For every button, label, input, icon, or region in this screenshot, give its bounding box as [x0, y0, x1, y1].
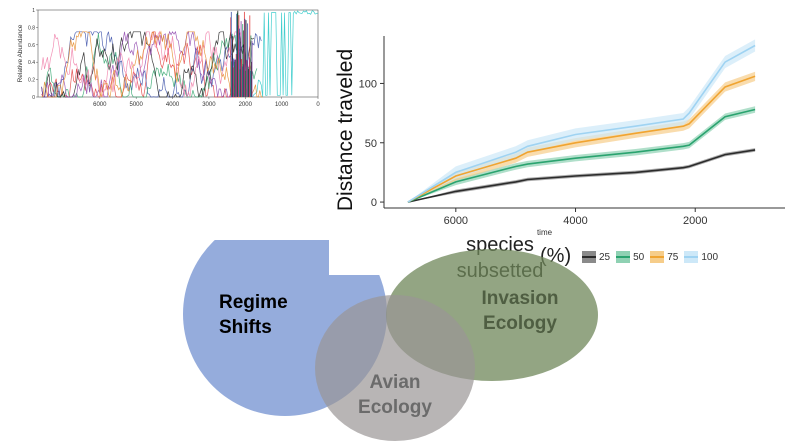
abundance-series-line: [41, 31, 262, 99]
abundance-series-line: [41, 30, 242, 98]
abundance-x-tick-label: 5000: [130, 102, 144, 108]
abundance-y-tick-label: 0.2: [28, 78, 35, 84]
legend-label-100: 100: [701, 251, 719, 263]
abundance-series-line: [41, 30, 263, 98]
legend-item-25: 25: [582, 251, 610, 263]
abundance-x-tick-label: 4000: [166, 102, 180, 108]
legend-label-50: 50: [633, 251, 645, 263]
legend-item-75: 75: [650, 251, 678, 263]
invasion-ecology-label: Invasion Ecology: [481, 288, 559, 334]
distance-y-axis-label: Distance traveled: [334, 49, 357, 211]
abundance-series-line: [252, 10, 319, 98]
legend-item-100: 100: [684, 251, 718, 263]
avian-ecology-label: Avian Ecology: [358, 372, 432, 418]
abundance-y-tick-label: 0.6: [28, 43, 35, 49]
abundance-y-tick-label: 0: [32, 95, 35, 101]
abundance-y-tick-label: 1: [32, 8, 35, 14]
series-line-50: [407, 108, 756, 203]
distance-traveled-chart: 0 50 100 6000 4000 2000 time Distance traveled: [334, 36, 785, 237]
series-band-100: [407, 39, 756, 203]
abundance-x-tick-label: 2000: [239, 102, 253, 108]
distance-y-tick-label: 0: [371, 197, 377, 209]
distance-y-tick-label: 50: [365, 138, 377, 150]
abundance-series-line: [41, 30, 249, 98]
legend-key-100: [684, 251, 699, 263]
legend-label-25: 25: [599, 251, 611, 263]
regime-shifts-label: Regime Shifts: [219, 292, 288, 338]
distance-x-axis-label: time: [537, 228, 553, 237]
abundance-x-tick-label: 3000: [202, 102, 216, 108]
abundance-y-tick-label: 0.4: [28, 60, 35, 66]
series-band-50: [407, 106, 756, 203]
series-line-100: [407, 44, 756, 203]
abundance-y-axis-label: Relative Abundance: [17, 24, 24, 82]
distance-x-tick-label: 4000: [563, 215, 587, 227]
legend: 25 50 75 100: [582, 247, 718, 267]
distance-y-tick-label: 100: [359, 78, 377, 90]
abundance-x-tick-label: 0: [316, 102, 320, 108]
series-line-75: [407, 75, 756, 203]
legend-label-75: 75: [667, 251, 679, 263]
series-line-25: [407, 149, 756, 203]
avian-ecology-circle: [315, 295, 475, 441]
legend-key-75: [650, 251, 665, 263]
abundance-y-tick-label: 0.8: [28, 25, 35, 31]
abundance-series-line: [41, 33, 258, 98]
abundance-x-tick-label: 6000: [93, 102, 107, 108]
venn-diagram: [183, 240, 598, 441]
legend-key-50: [616, 251, 631, 263]
distance-x-tick-label: 6000: [444, 215, 468, 227]
legend-key-25: [582, 251, 596, 263]
legend-item-50: 50: [616, 251, 644, 263]
abundance-x-tick-label: 1000: [275, 102, 289, 108]
relative-abundance-chart: 0 0.2 0.4 0.6 0.8 1 6000 5000 4000 3000 2000 1000 0 R…: [17, 8, 320, 108]
distance-x-tick-label: 2000: [683, 215, 707, 227]
